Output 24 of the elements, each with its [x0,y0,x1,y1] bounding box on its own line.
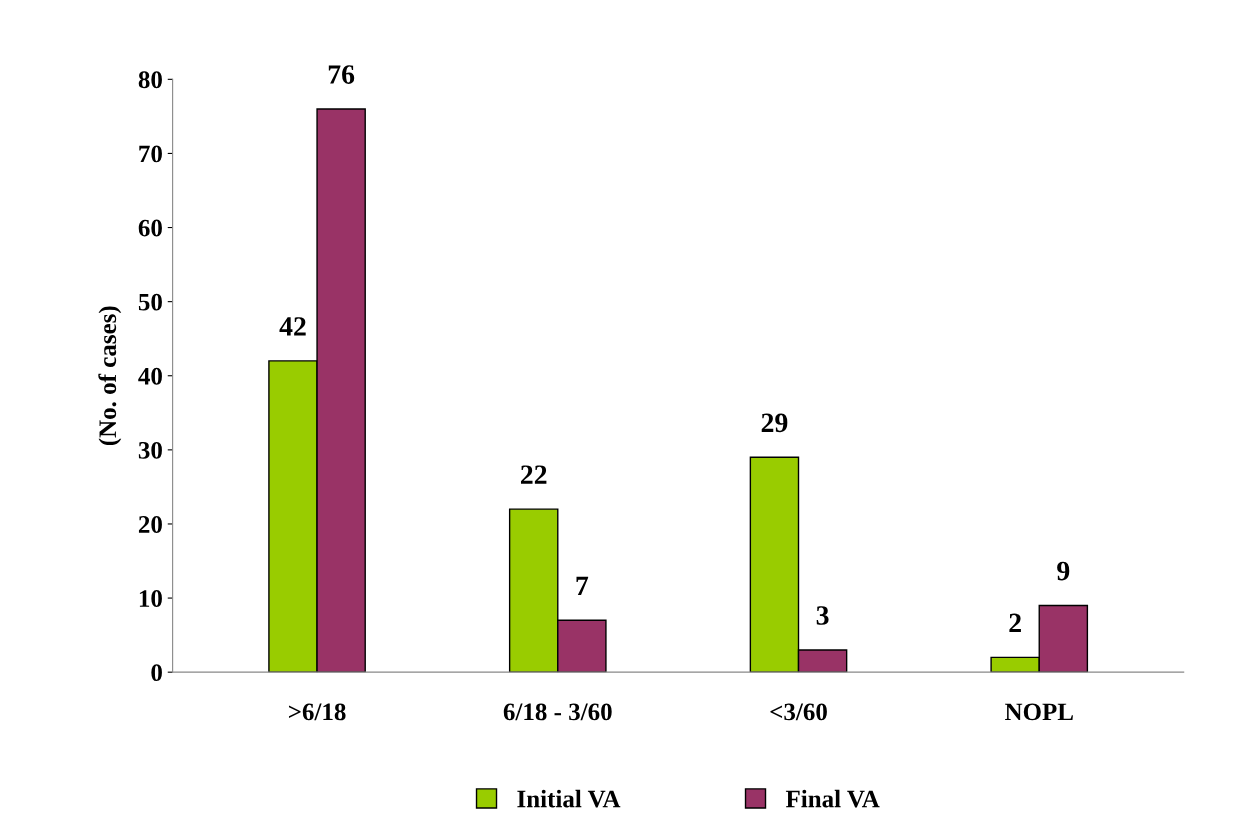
y-tick-label: 70 [139,145,162,163]
y-tick-label: 50 [138,293,162,311]
data-label: 7 [576,576,589,595]
data-label: 42 [279,317,306,336]
data-label: 22 [520,465,547,484]
x-tick-label: <3/60 [770,703,827,721]
data-label: 9 [1057,561,1070,581]
x-tick-label: NOPL [1005,703,1073,721]
legend-label: Final VA [785,789,880,808]
y-tick-label: 60 [138,219,162,237]
y-tick-label: 30 [138,441,162,459]
y-tick-label: 80 [138,71,162,89]
data-label: 76 [328,65,355,84]
data-label: 2 [1009,613,1021,632]
y-tick-label: 10 [139,590,162,607]
y-axis-title: (No. of cases) [98,306,122,446]
y-tick-label: 40 [138,367,162,385]
data-label: 29 [761,413,788,433]
data-label: 3 [816,606,829,625]
x-tick-label: >6/18 [288,703,346,721]
y-tick-label: 20 [138,516,162,533]
y-tick-label: 0 [151,664,162,682]
x-tick-label: 6/18 - 3/60 [503,703,612,721]
legend-label: Initial VA [517,789,621,808]
